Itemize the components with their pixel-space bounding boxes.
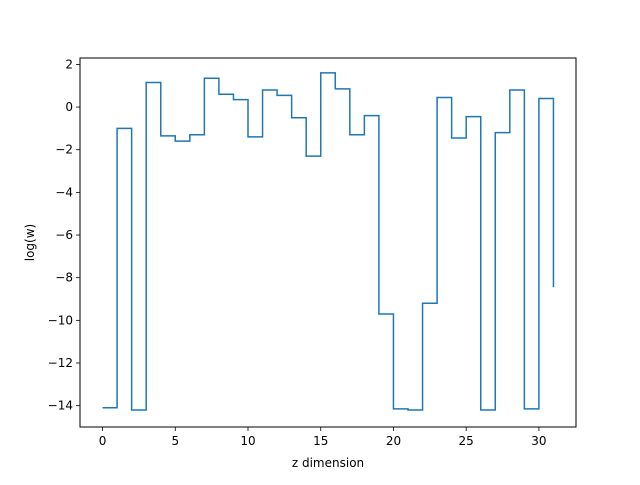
x-axis-label: z dimension (292, 456, 364, 470)
x-tick-label: 5 (171, 434, 179, 448)
y-tick-label: −14 (48, 399, 73, 413)
series-line-0 (102, 72, 555, 411)
x-tick-label: 10 (240, 434, 255, 448)
y-tick-label: −4 (55, 185, 73, 199)
x-tick-label: 0 (99, 434, 107, 448)
y-tick-label: −10 (48, 313, 73, 327)
y-tick-label: −8 (55, 271, 73, 285)
y-tick-label: −2 (55, 143, 73, 157)
x-tick-label: 25 (459, 434, 474, 448)
y-tick-label: −6 (55, 228, 73, 242)
y-axis-label: log(w) (23, 224, 37, 261)
x-tick-label: 30 (531, 434, 546, 448)
plot-frame (79, 57, 577, 428)
y-tick-label: −12 (48, 356, 73, 370)
x-tick-label: 20 (386, 434, 401, 448)
x-tick-label: 15 (313, 434, 328, 448)
y-tick-label: 0 (65, 100, 73, 114)
y-tick-label: 2 (65, 57, 73, 71)
